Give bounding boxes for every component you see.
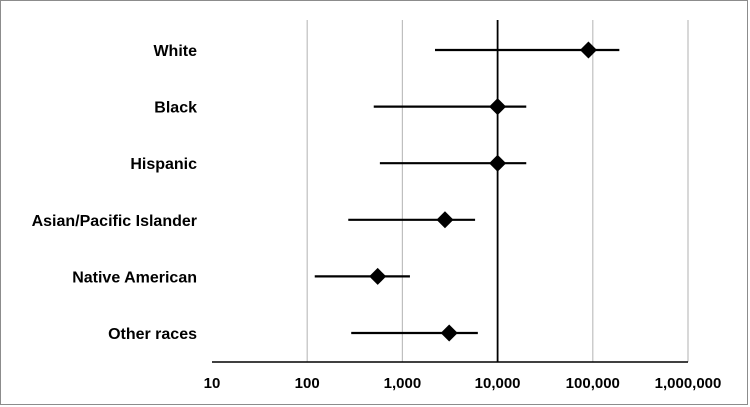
data-marks (314, 41, 620, 342)
point-estimate-native-american (369, 267, 387, 285)
x-tick-label-0: 10 (204, 375, 221, 392)
x-tick-label-2: 1,000 (384, 375, 422, 392)
x-tick-label-1: 100 (295, 375, 320, 392)
category-label-hispanic: Hispanic (130, 156, 197, 173)
category-label-black: Black (154, 100, 197, 117)
category-labels: White Black Hispanic Asian/Pacific Islander… (32, 43, 198, 343)
point-estimate-other-races (440, 324, 458, 342)
category-label-asian-pacific-islander: Asian/Pacific Islander (32, 213, 197, 230)
point-estimate-white (579, 41, 597, 59)
category-label-native-american: Native American (72, 269, 197, 286)
tick-labels: 10 100 1,000 10,000 100,000 1,000,000 (204, 375, 722, 392)
category-label-other-races: Other races (108, 326, 197, 343)
point-estimate-hispanic (489, 154, 507, 172)
x-tick-label-5: 1,000,000 (655, 375, 722, 392)
x-tick-label-4: 100,000 (566, 375, 620, 392)
point-estimate-black (489, 98, 507, 116)
x-tick-label-3: 10,000 (475, 375, 521, 392)
point-estimate-asian-pacific-islander (436, 211, 454, 229)
category-label-white: White (153, 43, 197, 60)
